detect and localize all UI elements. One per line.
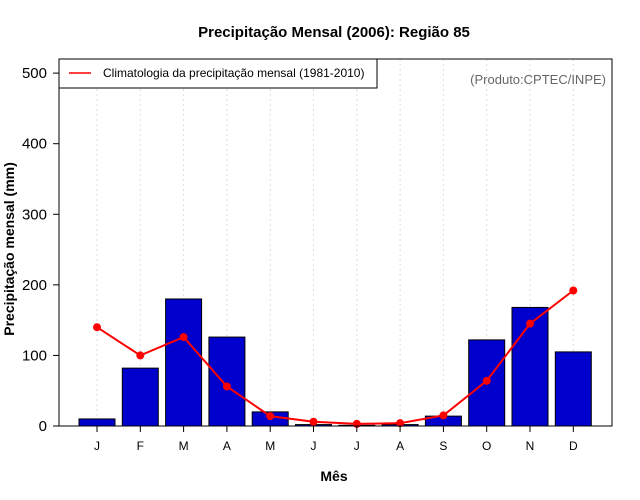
legend: Climatologia da precipitação mensal (198…	[58, 58, 378, 89]
x-tick-label: N	[526, 439, 535, 453]
x-tick-label: S	[439, 439, 447, 453]
y-tick-label: 0	[39, 418, 47, 435]
legend-box	[58, 58, 378, 89]
x-tick-label: J	[311, 439, 317, 453]
bar-3	[165, 298, 203, 427]
x-tick-label: J	[94, 439, 100, 453]
y-axis: 0 100 200 300 400 500	[22, 65, 59, 435]
climatology-point-10	[482, 376, 491, 385]
chart-title: Precipitação Mensal (2006): Região 85	[198, 24, 470, 41]
climatology-point-8	[396, 419, 405, 428]
y-tick-label: 400	[22, 136, 47, 153]
source-note: (Produto:CPTEC/INPE)	[470, 72, 606, 87]
y-tick-label: 100	[22, 347, 47, 364]
climatology-point-4	[222, 382, 231, 391]
x-tick-label: D	[569, 439, 578, 453]
x-tick-label: F	[137, 439, 144, 453]
climatology-point-2	[136, 351, 145, 360]
climatology-line	[96, 289, 574, 425]
bar-4	[208, 336, 246, 427]
bar-12	[554, 351, 592, 427]
climatology-point-9	[439, 411, 448, 420]
climatology-point-11	[526, 319, 534, 328]
x-tick-label: A	[396, 439, 404, 453]
climatology-point-3	[179, 333, 188, 342]
climatology-point-5	[266, 412, 275, 421]
x-tick-label: J	[354, 439, 360, 453]
climatology-point-1	[93, 323, 101, 332]
bar-1	[78, 418, 116, 427]
x-axis-title: Mês	[320, 468, 347, 484]
y-tick-label: 500	[22, 65, 47, 82]
bars	[78, 298, 592, 427]
y-tick-label: 200	[22, 277, 47, 294]
x-tick-label: O	[482, 439, 491, 453]
bar-2	[121, 367, 159, 427]
y-axis-title: Precipitação mensal (mm)	[1, 162, 17, 336]
x-tick-label: M	[179, 439, 189, 453]
legend-label: Climatologia da precipitação mensal (198…	[103, 66, 364, 80]
x-tick-label: A	[223, 439, 231, 453]
climatology-point-12	[569, 286, 578, 295]
climatology-point-6	[309, 417, 318, 426]
x-tick-label: M	[265, 439, 275, 453]
y-tick-label: 300	[22, 206, 47, 223]
